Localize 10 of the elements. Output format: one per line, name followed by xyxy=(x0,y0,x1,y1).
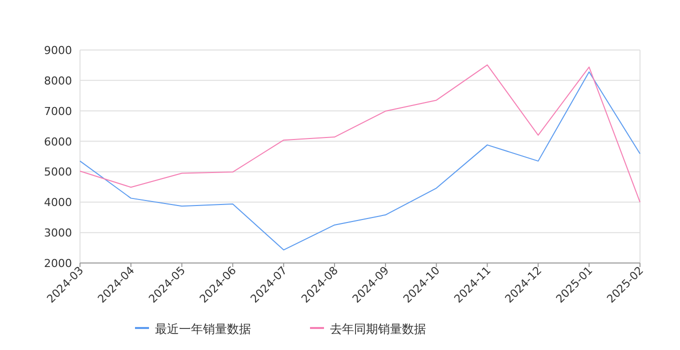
legend-label: 去年同期销量数据 xyxy=(330,322,426,336)
y-tick-label: 3000 xyxy=(44,226,72,240)
y-tick-label: 9000 xyxy=(44,44,72,57)
y-tick-label: 2000 xyxy=(44,257,72,270)
y-tick-label: 6000 xyxy=(44,135,72,148)
y-tick-label: 5000 xyxy=(44,166,72,179)
y-tick-label: 4000 xyxy=(44,196,72,210)
y-tick-label: 7000 xyxy=(44,104,72,118)
y-tick-label: 8000 xyxy=(44,74,72,88)
legend-label: 最近一年销量数据 xyxy=(155,322,251,336)
